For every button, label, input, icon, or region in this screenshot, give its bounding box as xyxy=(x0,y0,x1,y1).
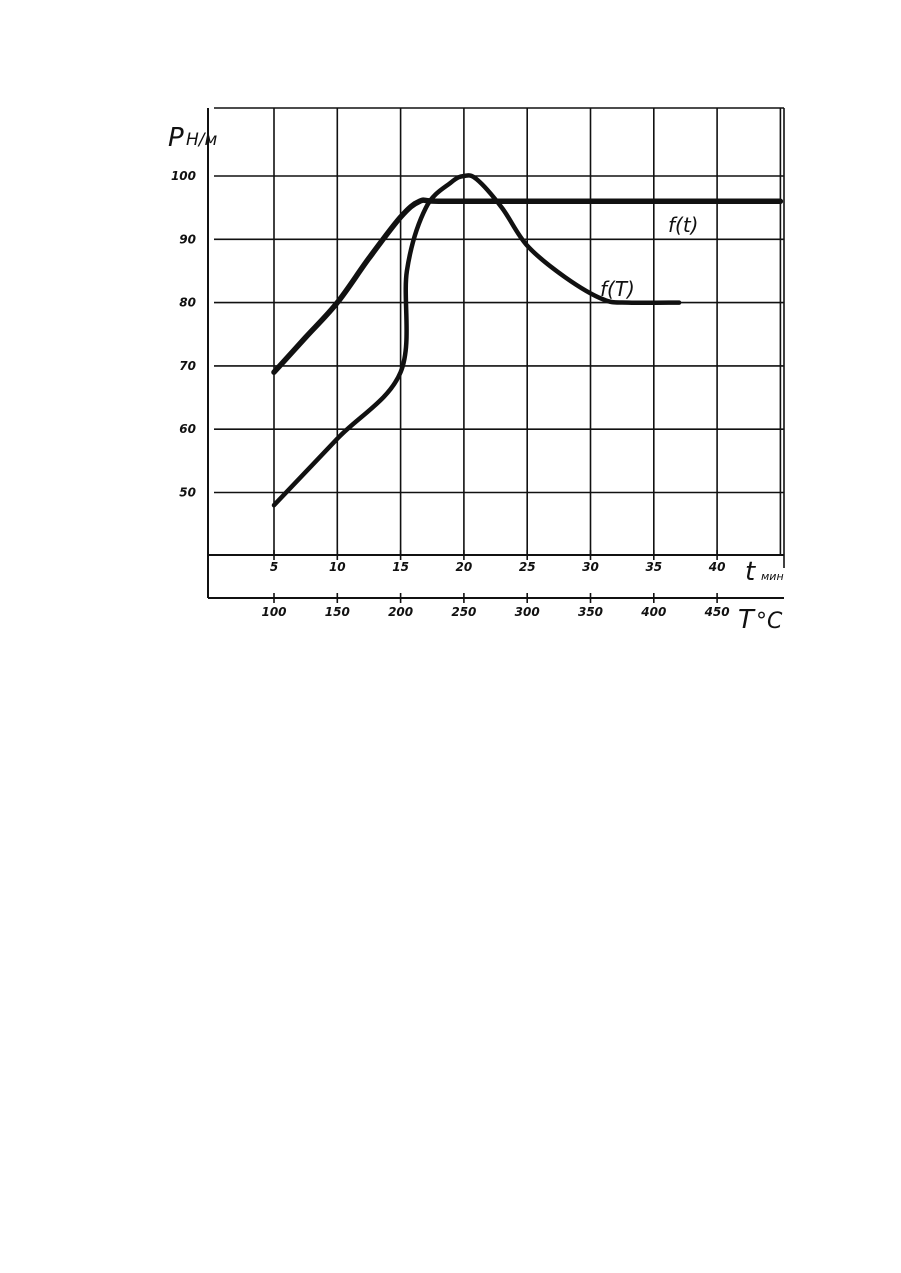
series-line-f-T xyxy=(274,175,679,505)
x-axis-T-symbol: T xyxy=(738,605,756,635)
x-axis-T-unit: °C xyxy=(756,609,783,634)
t-tick-label-40: 40 xyxy=(708,560,726,574)
t-tick-label-35: 35 xyxy=(645,560,662,574)
y-tick-label-100: 100 xyxy=(171,169,196,183)
T-tick-label-200: 200 xyxy=(388,605,413,619)
T-tick-label-350: 350 xyxy=(578,605,603,619)
t-tick-label-20: 20 xyxy=(456,560,473,574)
y-tick-label-50: 50 xyxy=(179,486,196,500)
t-tick-label-30: 30 xyxy=(582,560,599,574)
x-axis-title-T: T °C xyxy=(738,605,783,635)
t-tick-label-25: 25 xyxy=(519,560,536,574)
y-tick-label-70: 70 xyxy=(179,359,196,373)
t-tick-label-5: 5 xyxy=(270,560,278,574)
y-axis-unit: Н/м xyxy=(186,130,218,150)
y-axis-title: P Н/м xyxy=(168,123,218,153)
T-tick-label-300: 300 xyxy=(515,605,540,619)
y-tick-label-80: 80 xyxy=(179,296,196,310)
series-label-f-t: f(t) xyxy=(668,213,699,237)
T-tick-label-450: 450 xyxy=(704,605,730,619)
x-axis-t-symbol: t xyxy=(745,557,756,587)
y-tick-label-60: 60 xyxy=(179,422,196,436)
T-tick-label-100: 100 xyxy=(261,605,286,619)
series-label-f-T: f(T) xyxy=(600,277,635,301)
T-tick-label-400: 400 xyxy=(640,605,666,619)
chart-grid xyxy=(208,108,784,603)
y-axis-symbol: P xyxy=(168,123,184,153)
t-tick-label-15: 15 xyxy=(392,560,409,574)
x-axis-t-unit: мин xyxy=(761,570,784,583)
T-tick-label-250: 250 xyxy=(451,605,476,619)
x-axis-title-t: t мин xyxy=(745,557,784,587)
T-tick-label-150: 150 xyxy=(325,605,350,619)
t-tick-label-10: 10 xyxy=(329,560,346,574)
y-tick-label-90: 90 xyxy=(179,232,196,246)
tick-labels: 50 60 70 80 90 100 5 10 15 20 25 30 35 40 100 150 200 250… xyxy=(171,169,730,619)
